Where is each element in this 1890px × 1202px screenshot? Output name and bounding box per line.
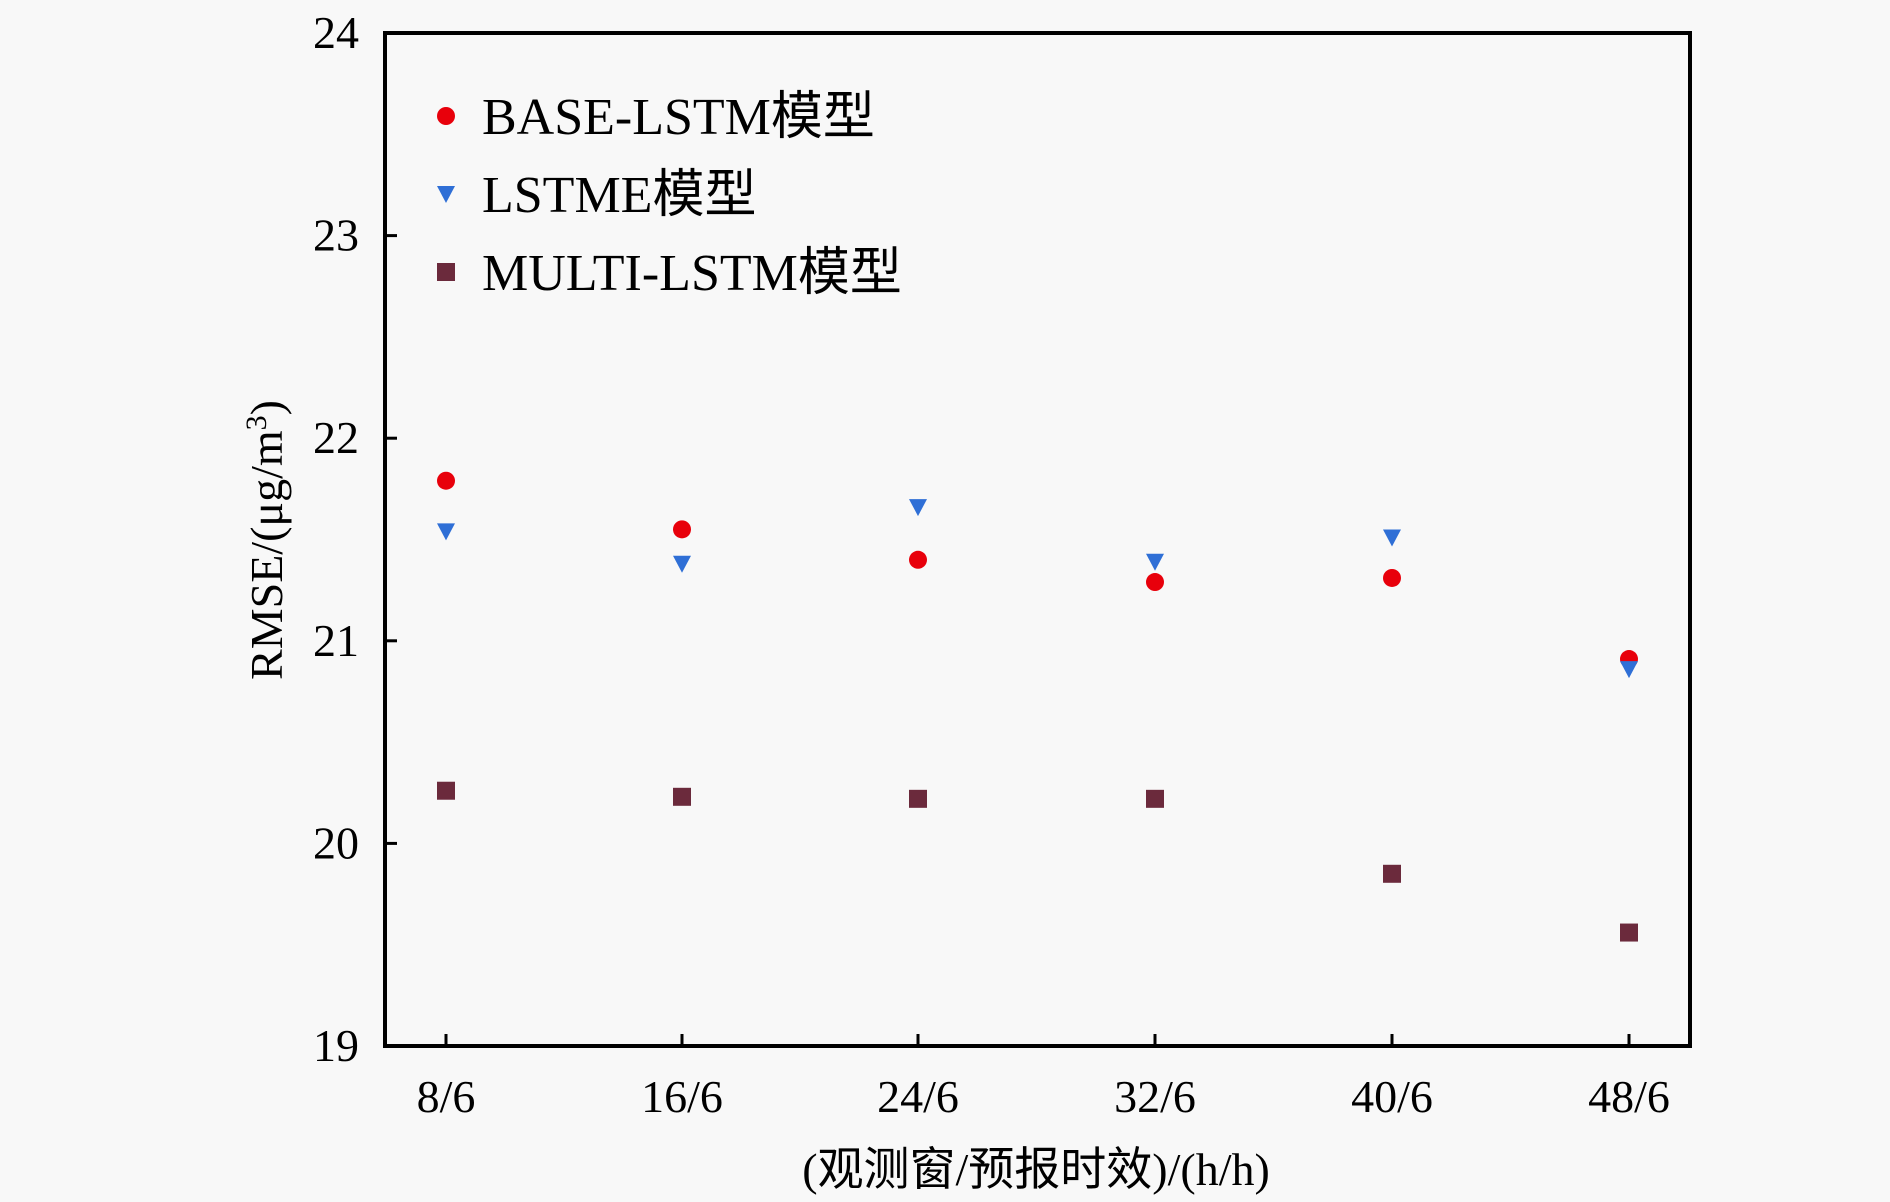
y-tick-label: 23 bbox=[313, 210, 359, 261]
x-tick-label: 24/6 bbox=[877, 1071, 959, 1122]
legend-item: LSTME模型 bbox=[437, 167, 756, 224]
y-tick-label: 22 bbox=[313, 412, 359, 463]
square-marker bbox=[909, 789, 927, 808]
square-marker bbox=[1146, 789, 1164, 808]
y-tick-label: 19 bbox=[313, 1020, 359, 1071]
x-tick-label: 48/6 bbox=[1588, 1071, 1670, 1122]
legend-item: MULTI-LSTM模型 bbox=[437, 245, 902, 302]
circle-marker bbox=[1383, 568, 1401, 587]
y-axis-title: RMSE/(μg/m3) bbox=[240, 400, 292, 680]
plot-area bbox=[383, 31, 1692, 1048]
circle-marker bbox=[673, 520, 691, 539]
legend-label: MULTI-LSTM模型 bbox=[482, 245, 902, 302]
square-marker bbox=[1620, 923, 1638, 942]
triangle-down-marker bbox=[1383, 529, 1401, 547]
y-tick-label: 24 bbox=[313, 7, 359, 58]
x-tick-label: 8/6 bbox=[417, 1071, 476, 1122]
triangle-down-legend-icon bbox=[437, 186, 455, 203]
circle-legend-icon bbox=[437, 107, 455, 125]
x-tick-label: 32/6 bbox=[1114, 1071, 1196, 1122]
legend-label: BASE-LSTM模型 bbox=[482, 89, 875, 146]
triangle-down-marker bbox=[1620, 661, 1638, 679]
legend-item: BASE-LSTM模型 bbox=[437, 89, 875, 146]
y-axis: 19 20 21 22 23 24 bbox=[313, 7, 397, 1071]
square-marker bbox=[673, 787, 691, 806]
x-tick-label: 16/6 bbox=[641, 1071, 723, 1122]
y-tick-label: 20 bbox=[313, 817, 359, 868]
triangle-down-marker bbox=[673, 555, 691, 573]
circle-marker bbox=[437, 471, 455, 490]
square-marker bbox=[437, 781, 455, 800]
data-series bbox=[437, 471, 1638, 942]
triangle-down-marker bbox=[1146, 553, 1164, 571]
circle-marker bbox=[1146, 573, 1164, 592]
plot-frame bbox=[383, 31, 1692, 1048]
y-tick-label: 21 bbox=[313, 615, 359, 666]
legend-label: LSTME模型 bbox=[482, 167, 756, 224]
x-axis-title: (观测窗/预报时效)/(h/h) bbox=[802, 1144, 1270, 1195]
x-tick-label: 40/6 bbox=[1351, 1071, 1433, 1122]
square-legend-icon bbox=[437, 263, 455, 281]
square-marker bbox=[1383, 864, 1401, 883]
series-2 bbox=[437, 781, 1638, 942]
series-0 bbox=[437, 471, 1638, 669]
triangle-down-marker bbox=[437, 523, 455, 541]
series-1 bbox=[437, 499, 1638, 679]
x-axis: 8/6 16/6 24/6 32/6 40/6 48/6 bbox=[417, 1034, 1670, 1122]
legend: BASE-LSTM模型 LSTME模型 MULTI-LSTM模型 bbox=[437, 89, 902, 302]
circle-marker bbox=[909, 550, 927, 569]
triangle-down-marker bbox=[909, 499, 927, 517]
